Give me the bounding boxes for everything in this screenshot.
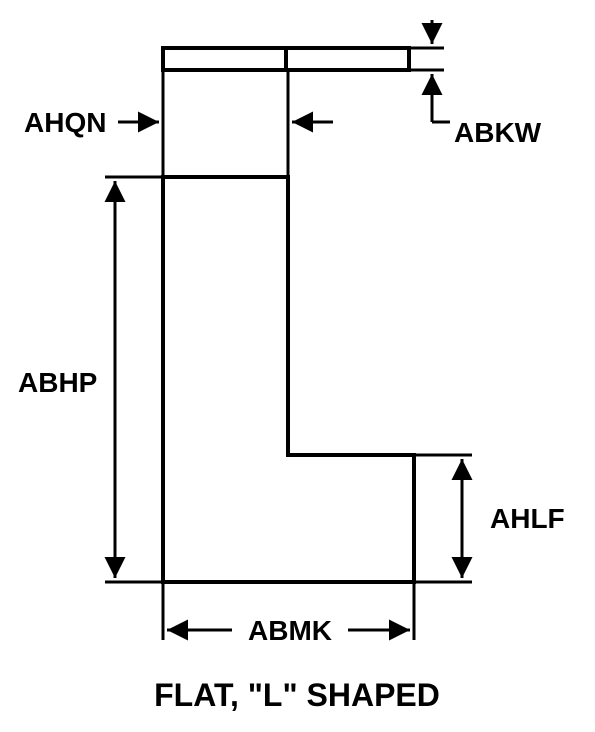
l-shape-outline <box>163 177 414 582</box>
diagram-caption: FLAT, "L" SHAPED <box>154 677 440 713</box>
label-ahlf: AHLF <box>490 503 565 534</box>
label-abmk: ABMK <box>248 615 332 646</box>
label-abhp: ABHP <box>18 367 97 398</box>
diagram-canvas: ABKW AHQN ABHP AHLF ABMK FLAT, "L" SHAPED <box>0 0 595 732</box>
label-abkw: ABKW <box>454 117 542 148</box>
label-ahqn: AHQN <box>24 107 106 138</box>
